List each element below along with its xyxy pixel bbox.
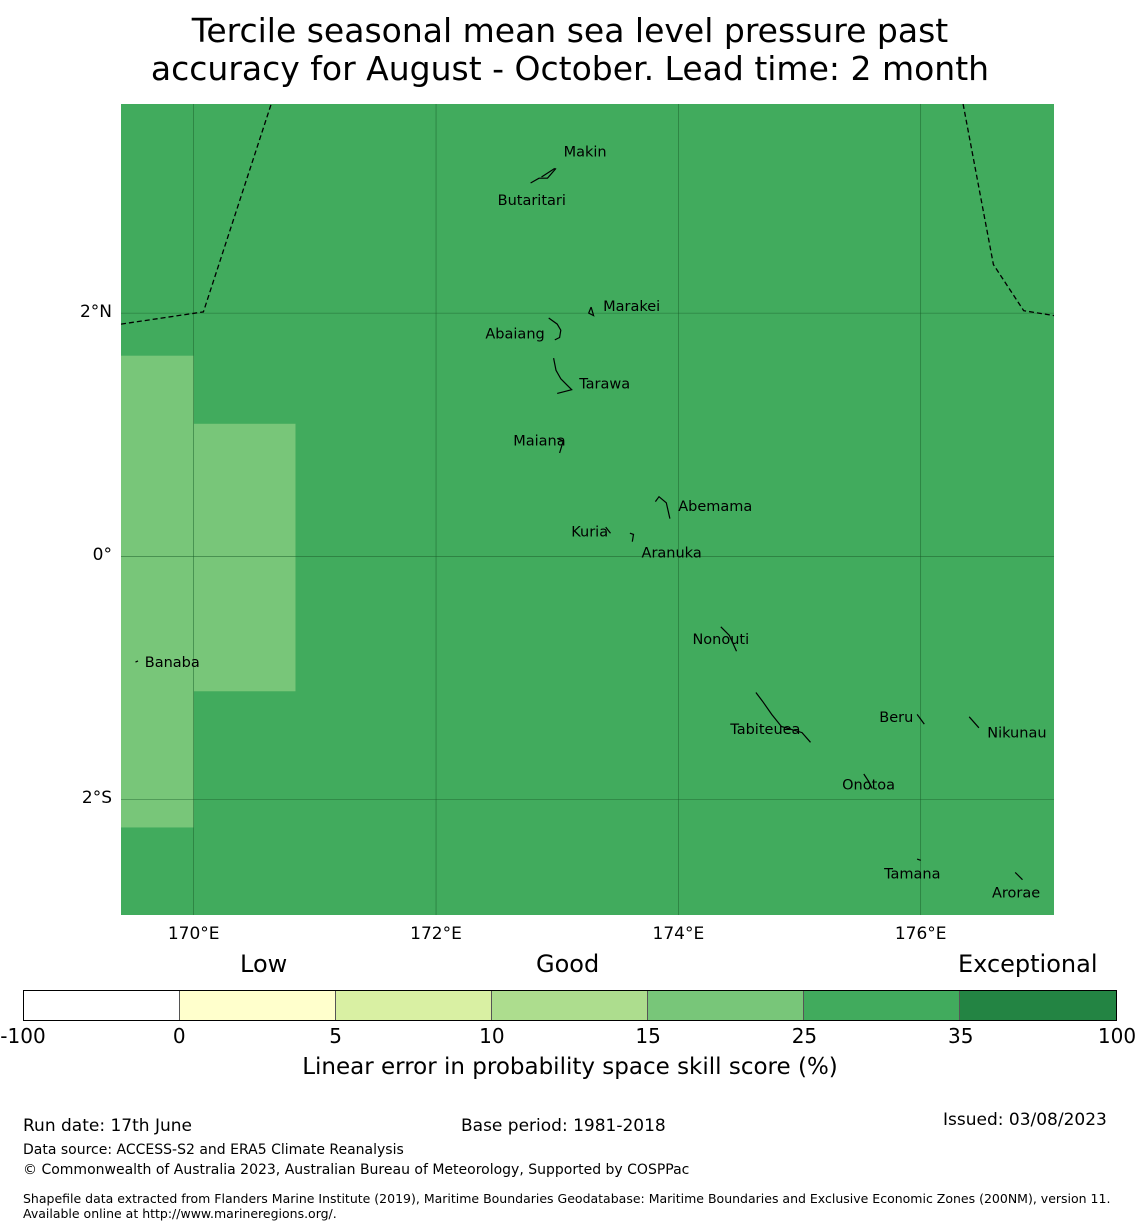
colorbar-segment [24, 991, 180, 1020]
island-label-beru: Beru [879, 710, 913, 726]
island-label-marakei: Marakei [603, 299, 660, 315]
island-outline-makin [541, 167, 556, 178]
lat-label: 0° [92, 545, 112, 566]
island-label-tarawa: Tarawa [578, 376, 630, 392]
island-label-tabiteuea: Tabiteuea [729, 722, 800, 738]
island-outline-abaiang [548, 317, 562, 341]
colorbar-tick-label: 0 [172, 1024, 186, 1048]
island-outline-tabiteuea [755, 692, 811, 743]
colorbar-segment [648, 991, 804, 1020]
colorbar-tick-label: 35 [947, 1024, 974, 1048]
lon-label: 176°E [894, 924, 947, 944]
category-label-good: Good [536, 950, 600, 978]
island-outline-butaritari [530, 168, 557, 184]
colorbar-tick-label: 15 [635, 1024, 661, 1048]
data-source: Data source: ACCESS-S2 and ERA5 Climate … [23, 1142, 404, 1158]
island-outline-arorae [1014, 871, 1023, 881]
base-period: Base period: 1981-2018 [461, 1116, 666, 1136]
island-outline-maiana [556, 437, 565, 454]
lon-label: 174°E [652, 924, 705, 944]
island-outline-abemama [654, 495, 671, 519]
lon-label: 172°E [410, 924, 462, 944]
island-label-abemama: Abemama [678, 499, 752, 515]
colorbar-segment [336, 991, 492, 1020]
colorbar-segment [960, 991, 1116, 1020]
island-label-aranuka: Aranuka [642, 546, 702, 562]
issued-date: Issued: 03/08/2023 [943, 1110, 1107, 1130]
shapefile-note: Shapefile data extracted from Flanders M… [23, 1191, 1111, 1221]
lat-label: 2°N [79, 302, 112, 323]
island-outline-banaba [135, 660, 139, 663]
skill-cell-0 [121, 355, 194, 828]
island-label-arorae: Arorae [992, 885, 1040, 901]
island-label-nonouti: Nonouti [692, 632, 749, 648]
island-label-nikunau: Nikunau [987, 725, 1046, 741]
eez-boundary-0 [121, 104, 272, 325]
colorbar-segment [180, 991, 336, 1020]
skill-cell-1 [193, 423, 296, 692]
title-line-2: accuracy for August - October. Lead time… [150, 49, 990, 88]
map: Makin Butaritari Marakei Abaiang Tarawa Maian… [121, 104, 1054, 915]
island-label-kuria: Kuria [571, 525, 608, 541]
island-outline-nikunau [968, 716, 980, 729]
category-label-exceptional: Exceptional [958, 950, 1098, 978]
colorbar-tick-label: 25 [791, 1024, 818, 1048]
island-outline-onotoa [863, 773, 873, 789]
colorbar-segment [492, 991, 648, 1020]
colorbar [23, 990, 1117, 1021]
island-label-abaiang: Abaiang [485, 327, 544, 343]
island-label-makin: Makin [564, 145, 607, 161]
island-outline-tarawa [553, 357, 573, 394]
lat-label: 2°S [81, 788, 112, 809]
island-outline-beru [916, 714, 925, 725]
eez-boundary-1 [962, 104, 1054, 317]
colorbar-tick-label: -100 [0, 1024, 46, 1048]
copyright: © Commonwealth of Australia 2023, Austra… [23, 1162, 690, 1178]
lon-label: 170°E [167, 924, 220, 944]
island-outline-aranuka [629, 532, 635, 542]
title-line-1: Tercile seasonal mean sea level pressure… [191, 11, 949, 50]
colorbar-tick-label: 10 [479, 1024, 505, 1048]
chart-title: Tercile seasonal mean sea level pressure… [0, 12, 1140, 88]
colorbar-label: Linear error in probability space skill … [302, 1054, 838, 1080]
island-label-banaba: Banaba [145, 655, 200, 671]
island-label-maiana: Maiana [513, 434, 565, 450]
colorbar-tick-label: 100 [1097, 1024, 1137, 1048]
category-label-low: Low [240, 950, 288, 978]
island-label-butaritari: Butaritari [498, 193, 566, 209]
island-outline-marakei [587, 306, 595, 317]
island-outline-tamana [916, 858, 921, 861]
colorbar-tick-label: 5 [329, 1024, 342, 1048]
colorbar-segment [804, 991, 960, 1020]
island-outline-nonouti [720, 626, 738, 652]
island-label-onotoa: Onotoa [842, 778, 895, 794]
run-date: Run date: 17th June [23, 1116, 192, 1136]
island-outline-kuria [605, 526, 611, 534]
island-label-tamana: Tamana [883, 866, 940, 882]
